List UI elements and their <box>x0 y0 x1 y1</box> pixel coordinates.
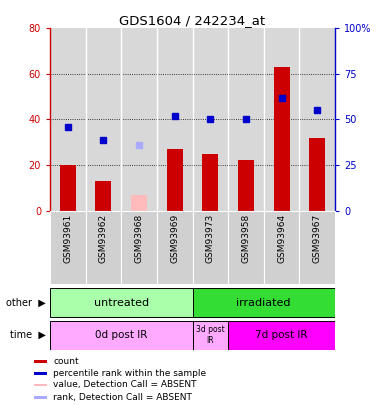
Bar <box>309 138 325 211</box>
Text: GSM93973: GSM93973 <box>206 213 215 263</box>
Bar <box>238 160 254 211</box>
Bar <box>34 360 47 363</box>
Bar <box>202 153 218 211</box>
Text: irradiated: irradiated <box>236 298 291 308</box>
Text: time  ▶: time ▶ <box>10 330 46 340</box>
FancyBboxPatch shape <box>50 321 192 350</box>
FancyBboxPatch shape <box>192 288 335 318</box>
Text: untreated: untreated <box>94 298 149 308</box>
FancyBboxPatch shape <box>192 211 228 284</box>
FancyBboxPatch shape <box>192 321 228 350</box>
Text: rank, Detection Call = ABSENT: rank, Detection Call = ABSENT <box>53 392 192 402</box>
Bar <box>60 165 76 211</box>
Text: 7d post IR: 7d post IR <box>255 330 308 340</box>
FancyBboxPatch shape <box>157 211 192 284</box>
Text: 3d post
IR: 3d post IR <box>196 326 225 345</box>
FancyBboxPatch shape <box>50 288 192 318</box>
Text: GSM93969: GSM93969 <box>170 213 179 263</box>
Bar <box>131 195 147 211</box>
Text: other  ▶: other ▶ <box>7 298 46 308</box>
FancyBboxPatch shape <box>300 211 335 284</box>
Bar <box>95 181 112 211</box>
FancyBboxPatch shape <box>85 211 121 284</box>
FancyBboxPatch shape <box>228 211 264 284</box>
Text: percentile rank within the sample: percentile rank within the sample <box>53 369 206 378</box>
Text: count: count <box>53 357 79 367</box>
Bar <box>167 149 183 211</box>
Text: GSM93962: GSM93962 <box>99 213 108 262</box>
Text: GDS1604 / 242234_at: GDS1604 / 242234_at <box>119 14 266 27</box>
FancyBboxPatch shape <box>121 211 157 284</box>
Bar <box>34 372 47 375</box>
Text: 0d post IR: 0d post IR <box>95 330 147 340</box>
Text: GSM93958: GSM93958 <box>241 213 250 263</box>
FancyBboxPatch shape <box>228 321 335 350</box>
Bar <box>34 396 47 399</box>
Text: GSM93968: GSM93968 <box>135 213 144 263</box>
Bar <box>273 67 290 211</box>
FancyBboxPatch shape <box>264 211 300 284</box>
Text: GSM93964: GSM93964 <box>277 213 286 262</box>
Text: value, Detection Call = ABSENT: value, Detection Call = ABSENT <box>53 380 197 390</box>
Text: GSM93961: GSM93961 <box>64 213 72 263</box>
Bar <box>34 384 47 386</box>
Text: GSM93967: GSM93967 <box>313 213 321 263</box>
FancyBboxPatch shape <box>50 211 85 284</box>
